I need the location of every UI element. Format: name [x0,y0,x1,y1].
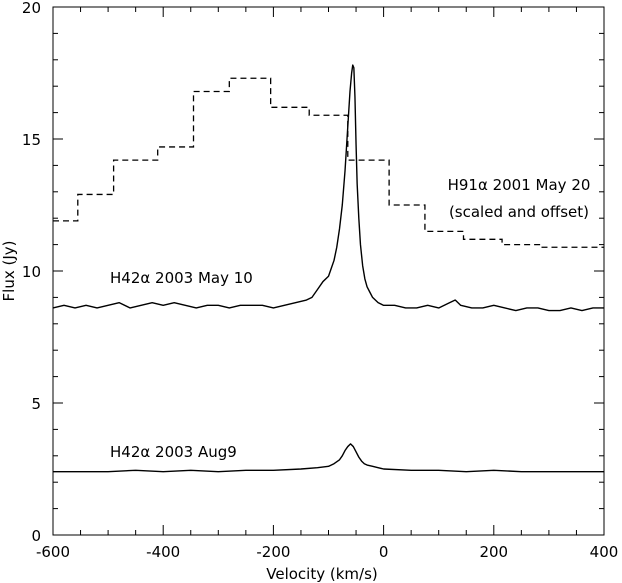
series-line-h91-2001-may-20 [53,77,604,248]
y-tick-label: 10 [22,263,41,281]
x-tick-label: -400 [146,543,180,561]
series-line-h42-2003-aug9 [53,443,604,473]
y-tick-label: 5 [31,395,41,413]
x-tick-label: 400 [590,543,619,561]
y-tick-label: 0 [31,527,41,545]
series-label-h42-aug: H42α 2003 Aug9 [110,443,237,461]
series-label-h42-may: H42α 2003 May 10 [110,269,253,287]
x-axis-title: Velocity (km/s) [266,565,377,583]
y-tick-label: 15 [22,131,41,149]
x-tick-label: -200 [256,543,290,561]
series-label-h91-line2: (scaled and offset) [449,203,589,221]
x-tick-label: 0 [379,543,389,561]
y-tick-label: 20 [22,0,41,17]
x-tick-label: -600 [36,543,70,561]
x-tick-label: 200 [479,543,508,561]
series-line-h42-2003-may-10 [52,64,604,312]
y-axis-title: Flux (Jy) [0,241,18,302]
series-label-h91-line1: H91α 2001 May 20 [448,176,591,194]
